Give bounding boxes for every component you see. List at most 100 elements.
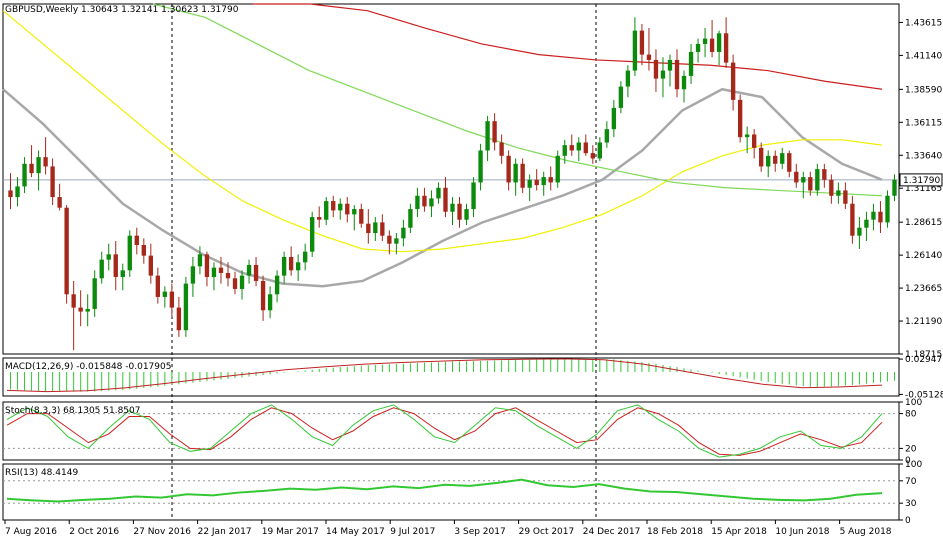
stoch-panel — [3, 404, 899, 458]
rsi-tick-label: 0 — [905, 516, 911, 526]
candle-body — [885, 195, 890, 223]
moving-averages — [2, 3, 883, 288]
candle-body — [843, 190, 848, 204]
current-price-box — [899, 173, 943, 187]
candle-body — [394, 238, 399, 244]
candle-body — [155, 275, 161, 297]
candle-body — [822, 169, 827, 180]
candle-body — [331, 201, 336, 211]
macd-header: MACD(12,26,9) -0.015848 -0.017905 — [5, 362, 171, 372]
price-tick-label: 1.28615 — [905, 218, 942, 228]
candle-body — [646, 54, 652, 60]
candle-body — [141, 245, 146, 256]
candle-body — [787, 153, 792, 172]
candle-body — [253, 264, 259, 281]
candle-body — [506, 155, 511, 183]
rsi-panel — [3, 478, 899, 504]
candle-body — [50, 166, 55, 198]
ma-line-lime — [152, 3, 883, 197]
price-tick-label: 1.21190 — [905, 317, 942, 327]
candle-body — [464, 209, 469, 220]
main-header: GBPUSD,Weekly 1.30643 1.32141 1.30623 1.… — [5, 5, 239, 15]
candle-body — [590, 153, 595, 159]
candle-body — [878, 211, 883, 223]
candle-body — [134, 235, 139, 246]
candle-body — [57, 197, 62, 208]
candle-body — [120, 270, 125, 277]
candle-body — [324, 201, 329, 220]
candle-body — [317, 217, 322, 220]
candle-body — [660, 70, 666, 79]
candle-body — [281, 256, 287, 276]
stoch-tick-label: 20 — [905, 444, 917, 454]
candle-body — [78, 307, 83, 312]
candle-body — [695, 43, 701, 52]
candle-body — [71, 294, 76, 308]
candle-body — [204, 254, 210, 277]
panel-frame — [2, 463, 900, 521]
time-tick-label: 22 Jan 2017 — [198, 527, 252, 537]
candle-body — [380, 222, 385, 236]
candle-body — [597, 142, 603, 159]
candle-body — [548, 177, 553, 183]
candle-body — [583, 142, 588, 154]
ma-line-yellow — [2, 10, 883, 253]
candle-body — [162, 291, 168, 297]
candle-body — [780, 153, 785, 164]
candle-body — [499, 142, 504, 156]
candle-body — [618, 86, 624, 108]
candle-body — [737, 99, 743, 138]
price-tick-label: 1.23665 — [905, 284, 942, 294]
candle-body — [681, 75, 687, 90]
candle-body — [429, 198, 434, 207]
panel-frame — [2, 357, 900, 397]
candle-body — [260, 280, 266, 311]
time-tick-label: 9 Jul 2017 — [390, 527, 435, 537]
candle-body — [415, 195, 420, 210]
candle-body — [744, 134, 750, 138]
candle-body — [15, 186, 20, 198]
candle-body — [225, 272, 231, 279]
price-tick-label: 1.31165 — [905, 184, 942, 194]
ma-line-gray — [2, 87, 883, 288]
candle-body — [709, 38, 715, 52]
candle-body — [232, 278, 238, 289]
candle-body — [864, 219, 869, 228]
stoch-header: Stoch(8,3,3) 68.1305 51.8507 — [5, 406, 140, 416]
candle-body — [541, 177, 546, 186]
time-tick-label: 27 Nov 2016 — [133, 527, 191, 537]
candle-body — [64, 207, 69, 295]
candle-body — [99, 259, 104, 279]
candle-body — [653, 59, 659, 79]
candle-body — [871, 211, 876, 220]
candle-body — [408, 209, 413, 228]
candle-body — [85, 308, 90, 312]
candle-body — [436, 187, 441, 199]
rsi-tick-label: 30 — [905, 499, 917, 509]
candle-body — [625, 70, 631, 87]
candle-body — [773, 155, 778, 164]
candle-body — [569, 145, 574, 151]
separator-lines — [2, 3, 900, 521]
price-tick-label: 1.41140 — [905, 51, 942, 61]
candlesticks — [8, 17, 897, 351]
price-tick-label: 1.26140 — [905, 251, 942, 261]
candle-body — [422, 195, 427, 207]
candle-body — [190, 266, 196, 284]
current-price-label: 1.31790 — [903, 176, 940, 186]
candle-body — [632, 30, 638, 71]
candle-body — [148, 255, 153, 276]
candle-body — [373, 222, 378, 234]
candle-body — [288, 256, 294, 271]
price-tick-label: 1.38590 — [905, 85, 942, 95]
candle-body — [218, 267, 224, 273]
candle-body — [113, 254, 118, 277]
candle-body — [8, 190, 13, 198]
time-tick-label: 29 Oct 2017 — [519, 527, 575, 537]
candle-body — [836, 190, 841, 196]
candle-body — [815, 169, 820, 191]
macd-tick-label: 0.029477 — [905, 355, 943, 365]
candle-body — [527, 179, 532, 188]
candle-body — [43, 157, 48, 167]
